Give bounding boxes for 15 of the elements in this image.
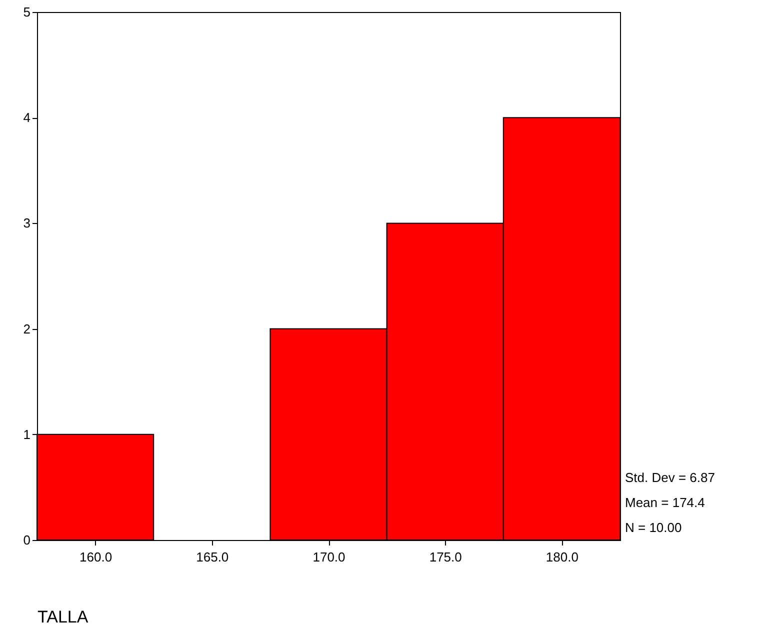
x-tick-label: 160.0 <box>80 550 112 564</box>
x-tick-label: 170.0 <box>312 550 346 564</box>
x-tick-label: 165.0 <box>196 550 229 564</box>
y-tick-label: 0 <box>23 532 30 548</box>
y-tick-label: 1 <box>23 426 30 442</box>
x-tick-label: 180.0 <box>546 550 578 564</box>
text: N = 10.00 <box>625 520 682 535</box>
x-axis-title: TALLA <box>38 608 89 626</box>
x-tick-label: 175.0 <box>429 550 462 564</box>
text: Mean = 174.4 <box>625 495 705 510</box>
y-tick-label: 3 <box>23 216 30 231</box>
text: Std. Dev = 6.87 <box>625 470 715 485</box>
y-tick-label: 5 <box>23 4 30 20</box>
y-tick-label: 2 <box>23 321 30 336</box>
y-tick-label: 4 <box>23 110 30 126</box>
